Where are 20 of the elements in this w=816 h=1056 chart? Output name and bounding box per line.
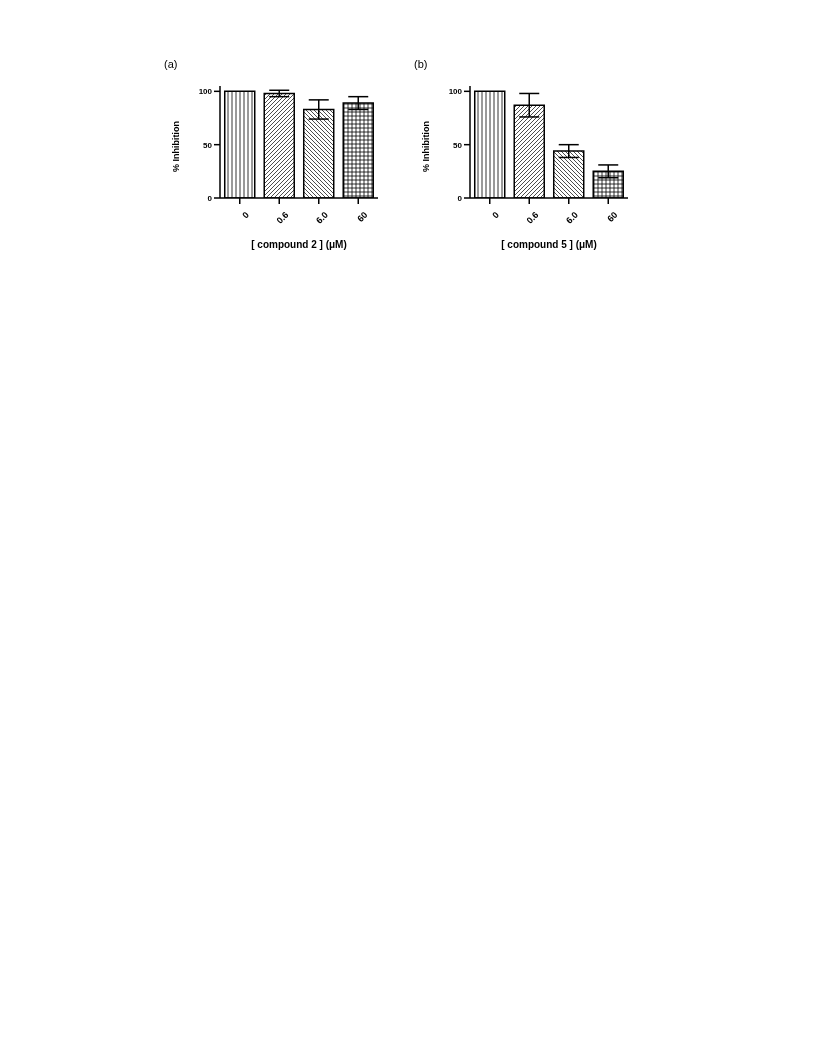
x-tick-label: 0 xyxy=(490,209,502,221)
chart-title: (a) xyxy=(164,58,178,70)
chart-title: (b) xyxy=(414,58,428,70)
y-tick-label: 0 xyxy=(457,193,463,203)
y-axis-title: % Inhibition xyxy=(171,121,182,172)
x-tick-label: 0 xyxy=(240,209,252,221)
x-tick-label: 60 xyxy=(605,209,620,224)
y-axis-title: % Inhibition xyxy=(421,121,432,172)
x-tick-label: 0.6 xyxy=(524,209,541,226)
y-tick-label: 100 xyxy=(448,87,463,97)
y-tick-label: 50 xyxy=(203,140,213,150)
x-tick-label: 6.0 xyxy=(564,209,581,226)
x-tick-label: 6.0 xyxy=(314,209,331,226)
x-axis-title: [ compound 2 ] (μM) xyxy=(251,239,347,250)
x-tick-label: 60 xyxy=(355,209,370,224)
y-tick-label: 100 xyxy=(198,87,213,97)
x-axis-title: [ compound 5 ] (μM) xyxy=(501,239,597,250)
y-tick-label: 50 xyxy=(453,140,463,150)
y-tick-label: 0 xyxy=(207,193,213,203)
x-tick-label: 0.6 xyxy=(274,209,291,226)
